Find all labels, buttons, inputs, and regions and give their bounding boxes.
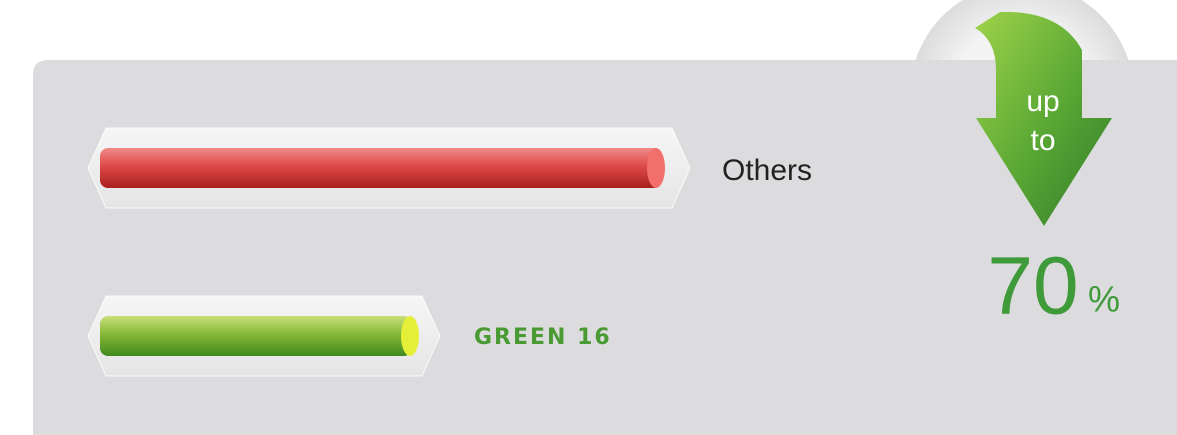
bar xyxy=(100,316,412,356)
badge-line2: to xyxy=(1030,124,1055,157)
badge-value: 70 xyxy=(987,241,1078,332)
brand-label: GREEN 16 xyxy=(474,325,612,350)
infographic: Others GREEN 16 up to 70 % xyxy=(0,0,1177,435)
bar-label: Others xyxy=(722,154,812,187)
bar-end xyxy=(647,148,665,188)
page: Others GREEN 16 up to 70 % (() => { cons… xyxy=(0,0,1177,435)
bar-end xyxy=(401,316,419,356)
bar xyxy=(100,148,662,188)
badge-line1: up xyxy=(1026,85,1059,118)
badge-unit: % xyxy=(1088,279,1120,320)
